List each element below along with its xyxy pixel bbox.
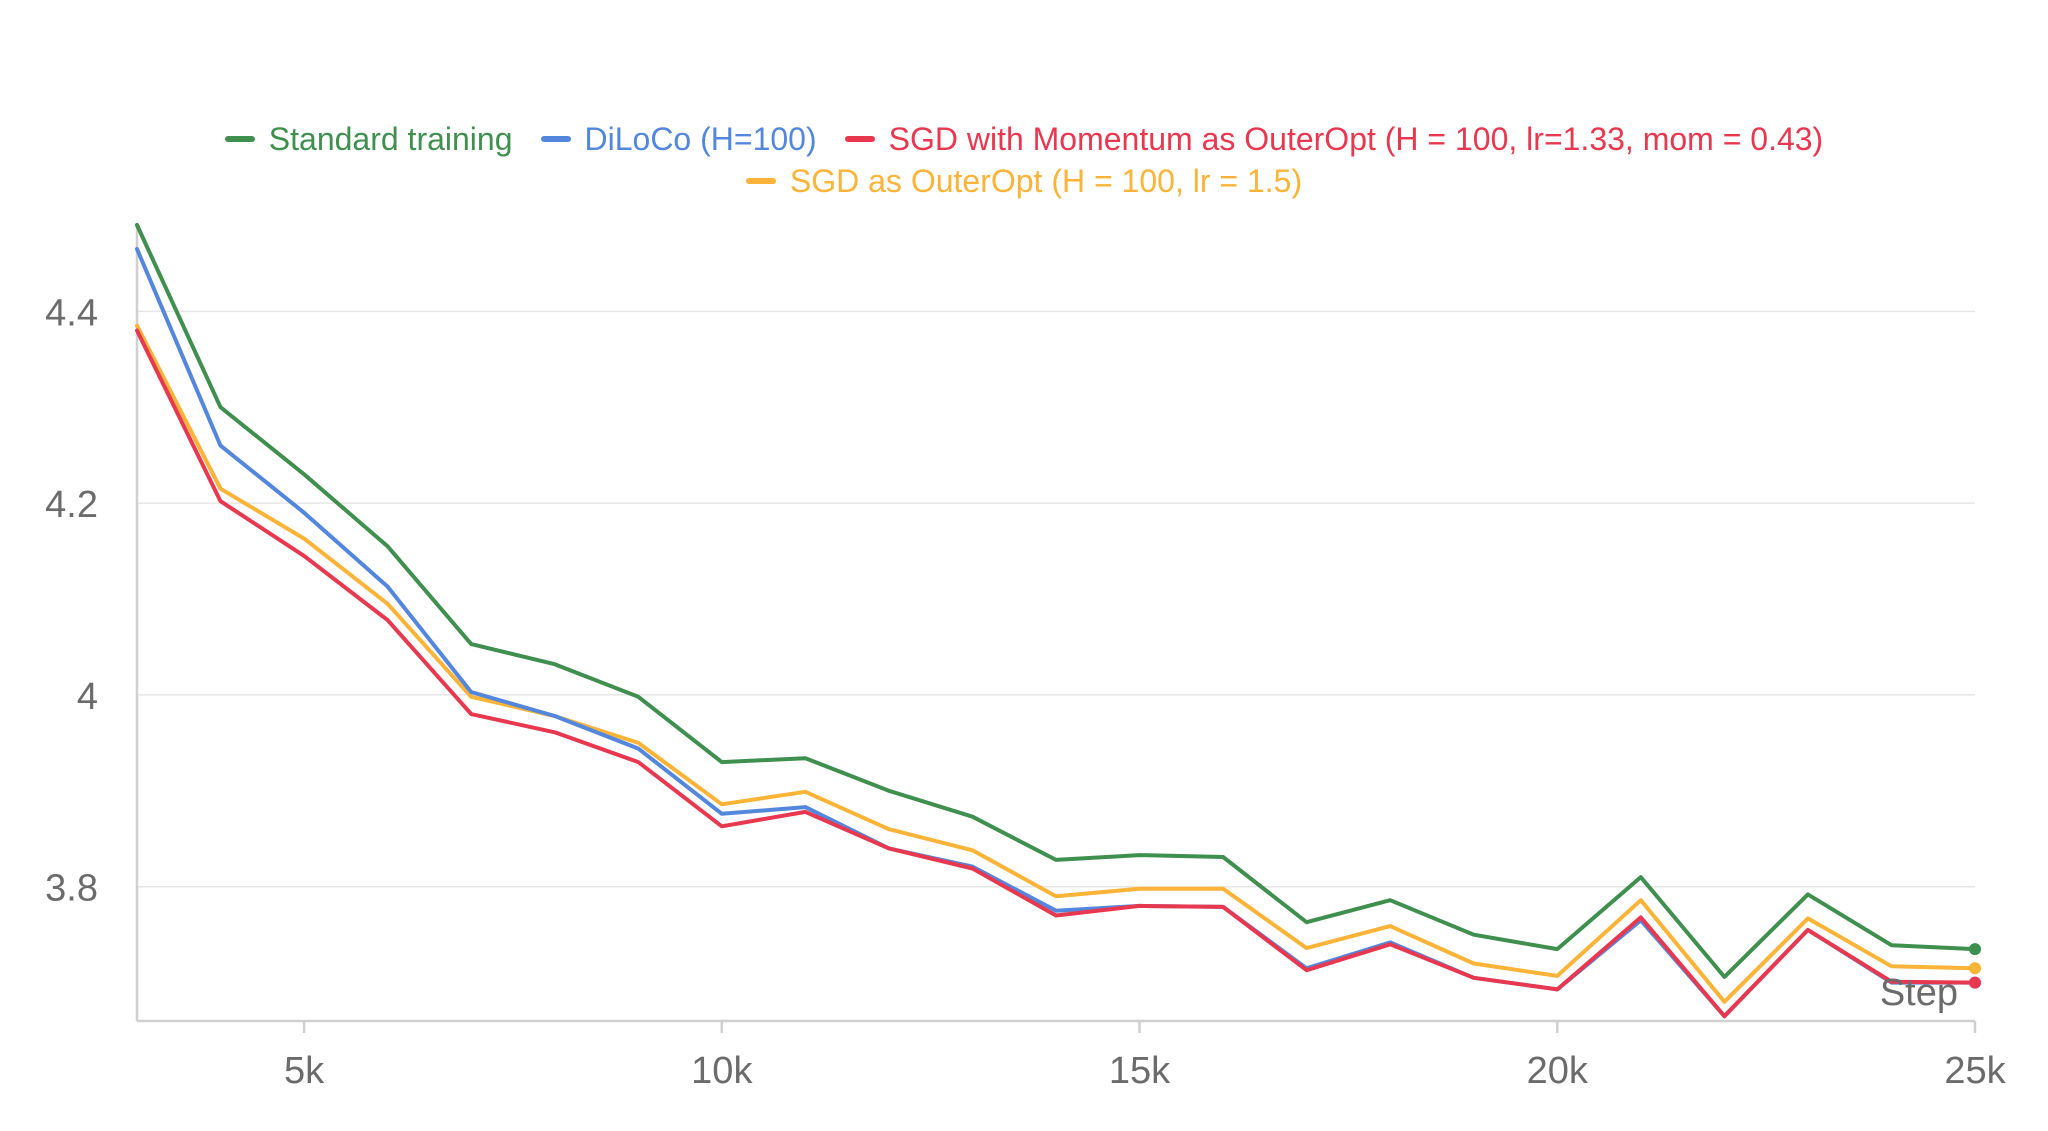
series-line-standard-training[interactable] (135, 223, 1977, 979)
legend-label-sgd-momentum: SGD with Momentum as OuterOpt (H = 100, … (888, 121, 1824, 157)
legend-row-2: SGD as OuterOpt (H = 100, lr = 1.5) (0, 160, 2048, 202)
legend-label-diloco: DiLoCo (H=100) (584, 121, 817, 157)
series-end-point-standard-training[interactable] (1969, 943, 1981, 956)
y-tick-label: 4.2 (45, 484, 98, 526)
legend-item-sgd[interactable]: SGD as OuterOpt (H = 100, lr = 1.5) (745, 160, 1303, 202)
x-tick-label: 5k (284, 1050, 325, 1092)
x-axis-label: Step (1880, 972, 1958, 1014)
x-tick-label: 20k (1527, 1050, 1589, 1092)
x-tick-label: 15k (1109, 1050, 1171, 1092)
y-tick-label: 4.4 (45, 292, 98, 334)
y-tick-label: 3.8 (45, 868, 98, 910)
legend-swatch-standard-training (224, 136, 255, 142)
x-tick-label: 10k (691, 1050, 753, 1092)
legend-swatch-sgd-momentum (844, 136, 875, 142)
legend-swatch-sgd (745, 178, 776, 184)
legend-row-1: Standard training DiLoCo (H=100) SGD wit… (0, 118, 2048, 160)
legend-item-diloco[interactable]: DiLoCo (H=100) (540, 118, 817, 160)
chart-legend: Standard training DiLoCo (H=100) SGD wit… (0, 118, 2048, 202)
series-end-point-sgd-as-outeropt-h-100-lr-1-5[interactable] (1969, 962, 1981, 975)
x-tick-label: 25k (1944, 1050, 2006, 1092)
series-line-sgd-as-outeropt-h-100-lr-1-5[interactable] (135, 323, 1977, 1004)
series-end-point-sgd-with-momentum-as-outeropt-h-100-lr-1-33-mom-0-43[interactable] (1969, 976, 1981, 989)
legend-label-sgd: SGD as OuterOpt (H = 100, lr = 1.5) (789, 163, 1303, 199)
series-line-sgd-with-momentum-as-outeropt-h-100-lr-1-33-mom-0-43[interactable] (135, 328, 1977, 1019)
legend-item-sgd-momentum[interactable]: SGD with Momentum as OuterOpt (H = 100, … (844, 118, 1824, 160)
legend-swatch-diloco (540, 136, 571, 142)
legend-label-standard-training: Standard training (268, 121, 513, 157)
y-tick-label: 4 (77, 676, 98, 718)
legend-item-standard-training[interactable]: Standard training (224, 118, 513, 160)
